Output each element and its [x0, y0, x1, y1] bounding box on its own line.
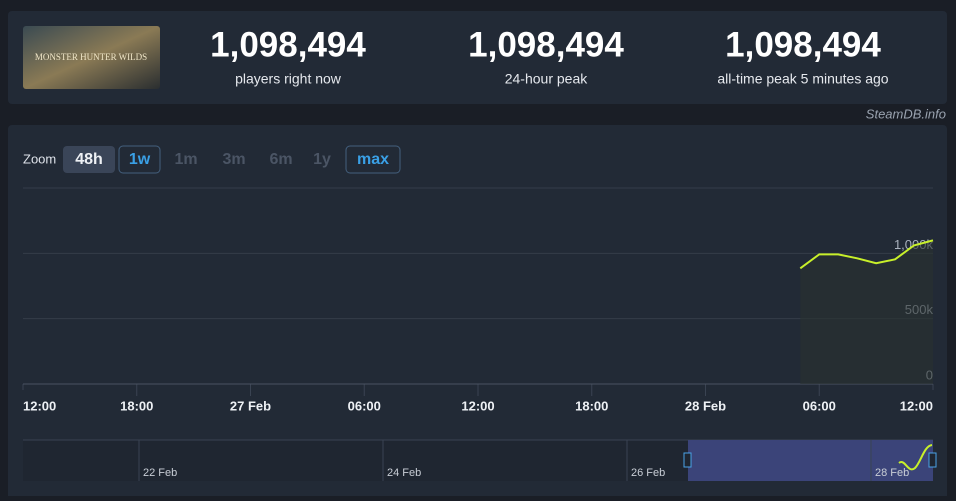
- navigator-handle[interactable]: [683, 452, 692, 468]
- navigator-label: 22 Feb: [143, 467, 177, 479]
- x-tick-label: 06:00: [803, 398, 836, 413]
- zoom-button[interactable]: 48h: [75, 151, 103, 168]
- zoom-button[interactable]: 1w: [129, 151, 151, 168]
- zoom-button[interactable]: 1m: [174, 151, 197, 168]
- navigator-label: 28 Feb: [875, 467, 909, 479]
- zoom-button[interactable]: 3m: [222, 151, 245, 168]
- zoom-buttons: 48h 1w 1m 3m 6m 1y max: [63, 145, 401, 174]
- credit: SteamDB.info: [866, 106, 946, 121]
- stat-value: 1,098,494: [725, 25, 881, 64]
- stats-panel: [8, 11, 947, 104]
- stat-value: 1,098,494: [468, 25, 624, 64]
- navigator-handle[interactable]: [928, 452, 937, 468]
- zoom-button-bg[interactable]: [345, 145, 401, 174]
- zoom-button[interactable]: 6m: [269, 151, 292, 168]
- chart-panel: [8, 125, 947, 501]
- x-tick-label: 28 Feb: [685, 398, 726, 413]
- navigator-labels: 22 Feb 24 Feb 26 Feb 28 Feb: [138, 440, 909, 481]
- x-tick-label: 18:00: [120, 398, 153, 413]
- navigator-label: 24 Feb: [387, 467, 421, 479]
- x-tick-label: 12:00: [461, 398, 494, 413]
- x-tick-label: 27 Feb: [230, 398, 271, 413]
- x-tick-label: 18:00: [575, 398, 608, 413]
- zoom-label: Zoom: [23, 151, 56, 166]
- navigator-label: 26 Feb: [631, 467, 665, 479]
- stats: 1,098,494 players right now 1,098,494 24-ho…: [210, 25, 889, 86]
- zoom-button[interactable]: max: [357, 151, 389, 168]
- navigator-selection: [688, 440, 933, 481]
- x-tick-label: 12:00: [23, 398, 56, 413]
- line-series: [799, 239, 934, 270]
- x-tick-label: 12:00: [900, 398, 933, 413]
- zoom-button-bg[interactable]: [118, 145, 161, 174]
- logo-text: MONSTER HUNTER WILDS: [35, 52, 147, 62]
- navigator-line: [898, 444, 933, 471]
- x-tick-label: 06:00: [348, 398, 381, 413]
- zoom-button-bg[interactable]: [63, 146, 115, 173]
- game-logo: [23, 26, 160, 89]
- zoom-button[interactable]: 1y: [313, 151, 331, 168]
- stat-label: 24-hour peak: [505, 71, 589, 87]
- stat-value: 1,098,494: [210, 25, 366, 64]
- line-area: [800, 240, 933, 384]
- stat-label: players right now: [235, 71, 342, 87]
- stat-label: all-time peak 5 minutes ago: [717, 71, 888, 87]
